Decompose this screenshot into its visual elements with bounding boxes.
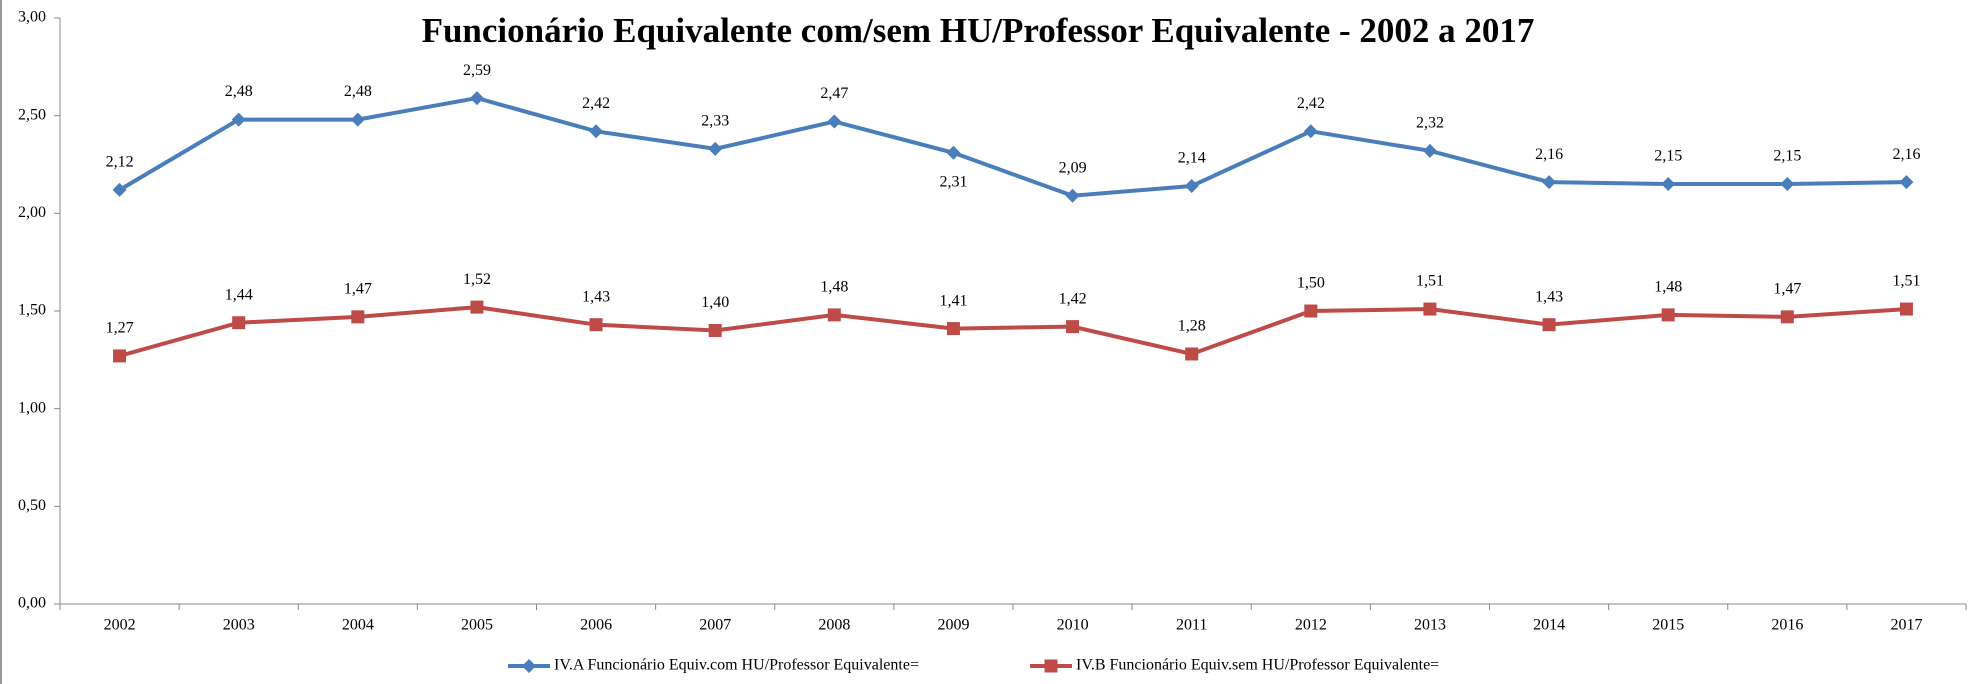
- data-label: 2,47: [820, 85, 848, 102]
- marker: [113, 349, 127, 363]
- data-label: 2,48: [344, 83, 372, 100]
- x-tick-label: 2007: [699, 617, 731, 634]
- marker: [470, 300, 484, 314]
- marker: [351, 310, 365, 324]
- y-tick-label: 3,00: [18, 9, 46, 26]
- marker: [1185, 347, 1199, 361]
- data-label: 2,12: [106, 154, 134, 171]
- marker: [1780, 310, 1794, 324]
- marker: [231, 112, 246, 127]
- x-tick-label: 2013: [1414, 617, 1446, 634]
- marker: [1065, 188, 1080, 203]
- x-tick-label: 2002: [104, 617, 136, 634]
- x-tick-label: 2004: [342, 617, 374, 634]
- marker: [1661, 308, 1675, 322]
- data-label: 1,48: [820, 279, 848, 296]
- data-label: 1,27: [106, 320, 134, 337]
- legend-label: IV.A Funcionário Equiv.com HU/Professor …: [554, 657, 919, 674]
- marker: [522, 659, 536, 673]
- marker: [827, 308, 841, 322]
- marker: [1542, 318, 1556, 332]
- data-label: 2,16: [1535, 146, 1563, 163]
- data-label: 1,47: [1773, 281, 1801, 298]
- y-tick-label: 0,50: [18, 497, 46, 514]
- marker: [350, 112, 365, 127]
- data-label: 2,15: [1654, 148, 1682, 165]
- data-label: 2,42: [1297, 95, 1325, 112]
- x-tick-label: 2009: [937, 617, 969, 634]
- data-label: 2,15: [1773, 148, 1801, 165]
- data-label: 1,43: [1535, 288, 1563, 305]
- y-tick-label: 1,00: [18, 399, 46, 416]
- marker: [708, 324, 722, 338]
- x-tick-label: 2015: [1652, 617, 1684, 634]
- marker: [946, 322, 960, 336]
- marker: [1899, 302, 1913, 316]
- marker: [589, 124, 604, 139]
- data-label: 2,09: [1059, 159, 1087, 176]
- marker: [1780, 177, 1795, 192]
- x-tick-label: 2012: [1295, 617, 1327, 634]
- chart-title: Funcionário Equivalente com/sem HU/Profe…: [422, 11, 1535, 50]
- data-label: 2,59: [463, 62, 491, 79]
- data-label: 2,32: [1416, 114, 1444, 131]
- data-label: 2,16: [1892, 146, 1920, 163]
- x-tick-label: 2010: [1057, 617, 1089, 634]
- data-label: 1,50: [1297, 275, 1325, 292]
- marker: [1066, 320, 1080, 334]
- legend-label: IV.B Funcionário Equiv.sem HU/Professor …: [1076, 657, 1439, 674]
- data-label: 1,40: [701, 294, 729, 311]
- data-label: 1,52: [463, 271, 491, 288]
- marker: [232, 316, 246, 330]
- data-label: 1,47: [344, 281, 372, 298]
- x-tick-label: 2005: [461, 617, 493, 634]
- y-tick-label: 1,50: [18, 302, 46, 319]
- data-label: 2,48: [225, 83, 253, 100]
- data-label: 1,41: [939, 292, 967, 309]
- marker: [827, 114, 842, 129]
- x-tick-label: 2017: [1890, 617, 1922, 634]
- data-label: 1,44: [225, 286, 253, 303]
- data-label: 1,42: [1059, 290, 1087, 307]
- x-tick-label: 2016: [1771, 617, 1803, 634]
- data-label: 2,31: [939, 173, 967, 190]
- x-tick-label: 2014: [1533, 617, 1565, 634]
- marker: [1661, 177, 1676, 192]
- marker: [1422, 143, 1437, 158]
- x-tick-label: 2006: [580, 617, 612, 634]
- y-tick-label: 2,50: [18, 106, 46, 123]
- marker: [1304, 304, 1318, 318]
- marker: [589, 318, 603, 332]
- marker: [708, 141, 723, 156]
- series-line: [118, 96, 1907, 198]
- series-line: [119, 305, 1907, 358]
- marker: [1899, 175, 1914, 190]
- y-tick-label: 0,00: [18, 595, 46, 612]
- data-label: 1,28: [1178, 318, 1206, 335]
- marker: [946, 145, 961, 160]
- data-label: 1,43: [582, 288, 610, 305]
- data-label: 2,42: [582, 95, 610, 112]
- marker: [1044, 659, 1058, 673]
- marker: [1542, 175, 1557, 190]
- data-label: 2,33: [701, 113, 729, 130]
- data-label: 1,48: [1654, 279, 1682, 296]
- x-tick-label: 2008: [818, 617, 850, 634]
- marker: [112, 182, 127, 197]
- x-tick-label: 2011: [1176, 617, 1207, 634]
- data-label: 1,51: [1416, 273, 1444, 290]
- y-tick-label: 2,00: [18, 204, 46, 221]
- x-tick-label: 2003: [223, 617, 255, 634]
- marker: [1423, 302, 1437, 316]
- marker: [1303, 124, 1318, 139]
- marker: [469, 91, 484, 106]
- data-label: 1,51: [1892, 273, 1920, 290]
- data-label: 2,14: [1178, 150, 1206, 167]
- marker: [1184, 178, 1199, 193]
